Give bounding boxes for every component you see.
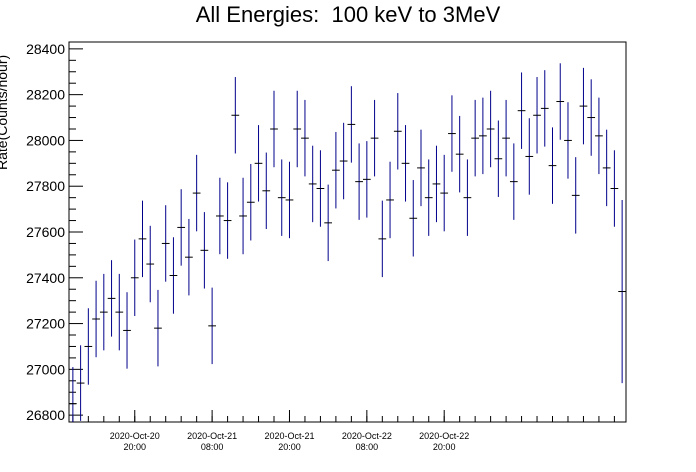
- data-point: [509, 143, 518, 220]
- data-point: [417, 129, 425, 207]
- data-point: [84, 308, 93, 385]
- data-point: [517, 72, 526, 149]
- data-point: [610, 150, 619, 227]
- x-tick-date-label: 2020-Oct-21: [187, 431, 237, 441]
- data-point: [571, 157, 580, 234]
- data-point: [564, 102, 572, 179]
- data-point: [494, 120, 503, 197]
- data-point: [169, 237, 178, 314]
- x-tick-time-label: 20:00: [278, 442, 301, 452]
- data-point: [239, 177, 247, 255]
- data-point: [154, 289, 162, 367]
- data-point: [409, 180, 418, 257]
- data-point: [525, 118, 534, 195]
- data-point: [540, 70, 549, 147]
- data-point: [316, 150, 325, 227]
- data-point: [548, 127, 557, 204]
- x-axis: 2020-Oct-2020:002020-Oct-2108:002020-Oct…: [72, 410, 615, 452]
- x-tick-date-label: 2020-Oct-20: [110, 431, 160, 441]
- data-point: [587, 79, 596, 156]
- data-point: [277, 159, 286, 236]
- y-axis: 26800 27000 27200 27400 27600 27800 28000 28200…: [26, 41, 83, 423]
- y-tick-label: 26800: [26, 407, 65, 423]
- data-point: [76, 345, 85, 421]
- data-point: [215, 177, 224, 255]
- data-point: [262, 152, 271, 230]
- data-point: [378, 200, 387, 278]
- y-tick-label: 28400: [26, 41, 65, 57]
- data-point: [347, 86, 356, 163]
- data-point: [533, 77, 541, 154]
- data-point: [463, 159, 472, 236]
- chart-title: All Energies: 100 keV to 3MeV: [195, 2, 501, 27]
- data-point: [440, 154, 449, 232]
- data-point: [99, 273, 108, 351]
- data-point: [200, 212, 209, 289]
- y-tick-label: 28000: [26, 132, 65, 148]
- x-tick-time-label: 08:00: [356, 442, 379, 452]
- data-point: [254, 125, 263, 202]
- data-point: [246, 164, 255, 241]
- y-tick-label: 27400: [26, 270, 65, 286]
- data-point: [161, 205, 170, 282]
- data-point: [355, 143, 363, 220]
- data-point: [556, 63, 565, 140]
- data-point: [432, 145, 441, 223]
- data-point: [270, 90, 278, 168]
- data-point: [324, 184, 333, 262]
- data-point: [115, 273, 124, 351]
- y-tick-label: 27000: [26, 361, 65, 377]
- data-point: [401, 125, 410, 202]
- data-point: [595, 97, 603, 175]
- data-point: [424, 159, 433, 236]
- x-tick-time-label: 08:00: [201, 442, 224, 452]
- data-point: [107, 260, 116, 337]
- plot-frame: [68, 41, 627, 423]
- data-point: [185, 218, 193, 296]
- data-point: [146, 225, 155, 303]
- x-tick-time-label: 20:00: [123, 442, 146, 452]
- y-tick-label: 27200: [26, 316, 65, 332]
- data-point: [177, 189, 186, 266]
- data-point: [370, 99, 379, 177]
- data-point: [471, 99, 480, 177]
- x-tick-date-label: 2020-Oct-22: [419, 431, 469, 441]
- data-point: [308, 145, 317, 223]
- y-tick-label: 27600: [26, 224, 65, 240]
- data-point: [285, 161, 294, 239]
- data-point: [339, 122, 348, 200]
- data-point: [502, 99, 510, 177]
- x-tick-time-label: 20:00: [433, 442, 456, 452]
- data-point: [455, 115, 464, 193]
- data-point: [69, 367, 77, 422]
- data-point: [208, 287, 216, 365]
- data-point: [332, 131, 340, 209]
- data-point: [130, 239, 139, 317]
- data-point: [223, 182, 232, 259]
- data-point: [362, 141, 371, 218]
- data-point: [293, 90, 302, 168]
- data-point: [479, 97, 487, 175]
- data-point: [602, 129, 611, 207]
- x-tick-date-label: 2020-Oct-21: [264, 431, 314, 441]
- data-point: [301, 99, 309, 177]
- y-tick-label: 27800: [26, 178, 65, 194]
- data-point: [486, 90, 495, 168]
- data-point: [138, 200, 147, 278]
- y-tick-label: 28200: [26, 87, 65, 103]
- data-point: [579, 67, 588, 145]
- data-point: [618, 199, 626, 384]
- x-tick-date-label: 2020-Oct-22: [342, 431, 392, 441]
- data-points: [69, 63, 626, 422]
- data-point: [393, 93, 402, 170]
- data-point: [192, 154, 201, 232]
- data-point: [448, 95, 456, 172]
- data-point: [92, 280, 100, 358]
- data-point: [231, 77, 240, 154]
- data-point: [386, 161, 394, 239]
- data-point: [123, 292, 131, 369]
